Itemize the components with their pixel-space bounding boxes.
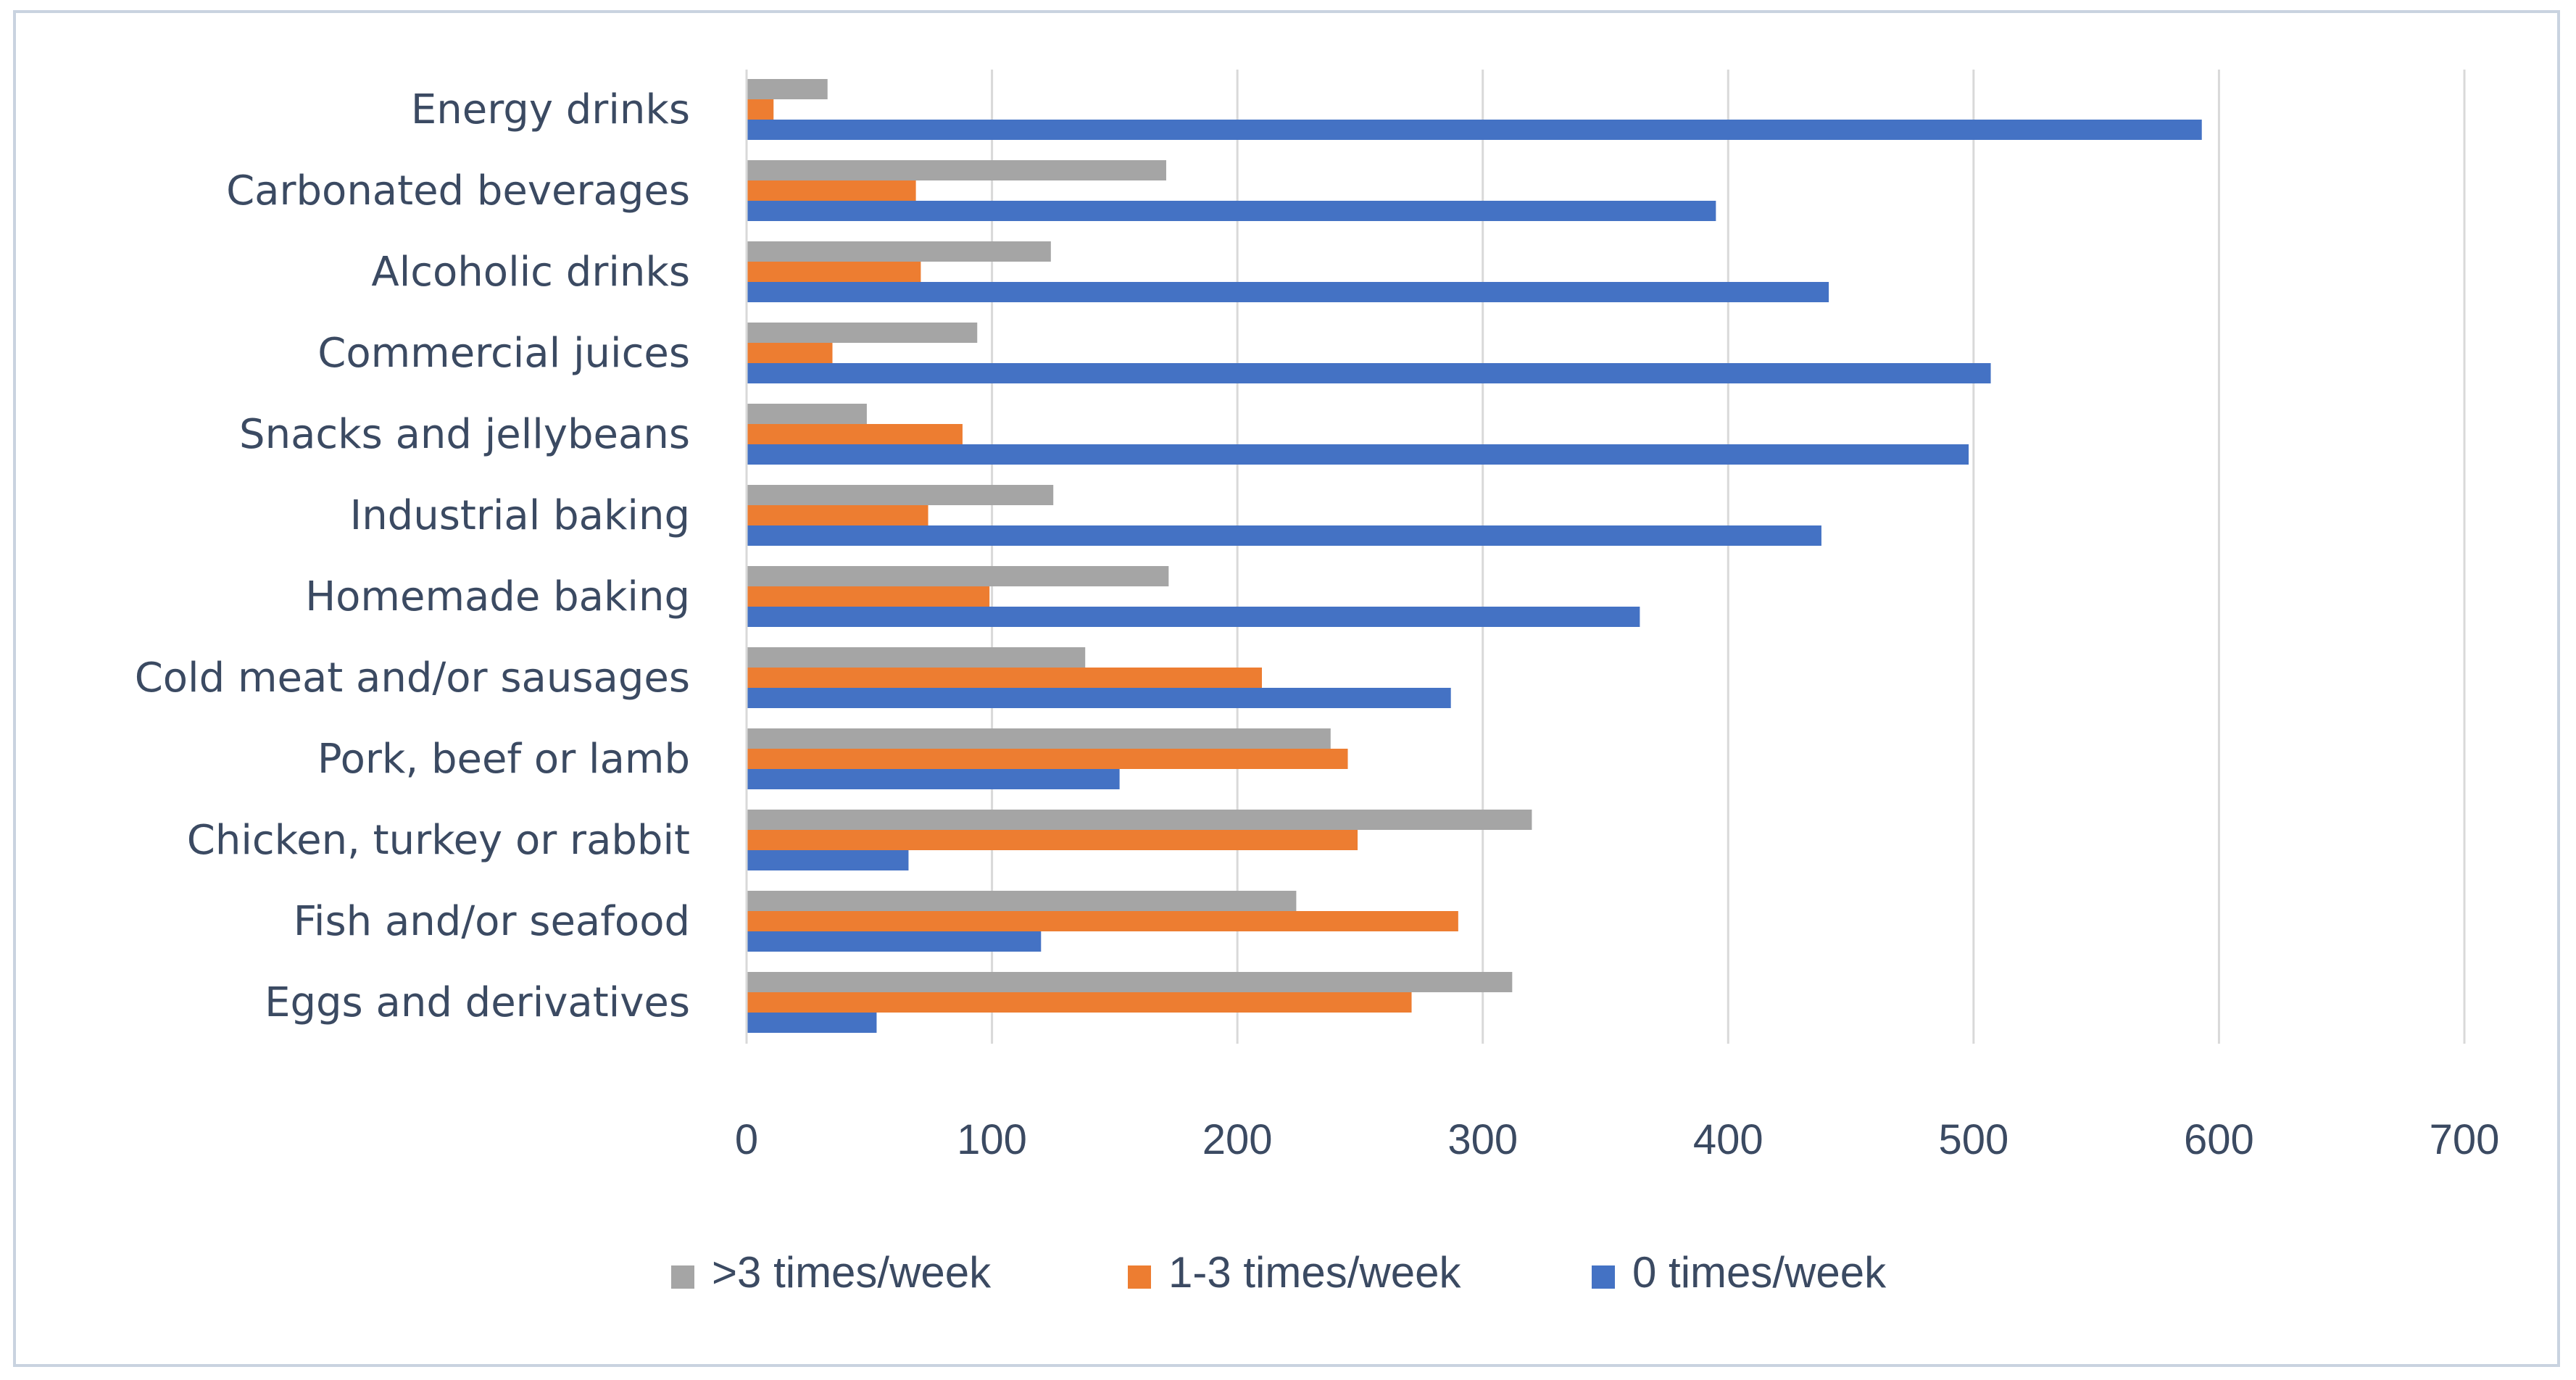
bar-3-10	[747, 282, 1829, 302]
bar-2-12	[747, 99, 774, 120]
category-label-5: Cold meat and/or sausages	[135, 654, 690, 702]
legend-label-2: 1-3 times/week	[1168, 1248, 1461, 1297]
bar-1-9	[747, 323, 978, 343]
bar-3-1	[747, 1013, 877, 1033]
category-label-9: Commercial juices	[317, 330, 690, 377]
bar-2-6	[747, 586, 990, 607]
bar-3-6	[747, 607, 1640, 627]
legend-swatch-3	[1592, 1265, 1615, 1289]
bar-1-6	[747, 566, 1169, 586]
category-label-4: Pork, beef or lamb	[317, 736, 690, 783]
bar-3-2	[747, 931, 1042, 952]
legend-label-1: >3 times/week	[712, 1248, 992, 1297]
category-label-6: Homemade baking	[305, 573, 690, 620]
bar-1-2	[747, 891, 1297, 911]
bar-2-9	[747, 343, 833, 363]
category-label-3: Chicken, turkey or rabbit	[187, 817, 690, 864]
bar-3-12	[747, 120, 2202, 140]
x-tick-label-100: 100	[957, 1116, 1027, 1163]
category-label-2: Fish and/or seafood	[294, 898, 690, 945]
bar-1-10	[747, 241, 1051, 262]
category-label-12: Energy drinks	[411, 86, 690, 133]
x-tick-labels: 0 100 200 300 400 500 600 700	[735, 1116, 2500, 1163]
bar-2-10	[747, 262, 921, 282]
bar-2-2	[747, 911, 1458, 931]
category-label-10: Alcoholic drinks	[371, 249, 690, 296]
bar-1-11	[747, 160, 1166, 180]
category-label-8: Snacks and jellybeans	[239, 411, 690, 458]
bar-1-8	[747, 404, 867, 424]
legend: >3 times/week 1-3 times/week 0 times/week	[671, 1248, 1887, 1297]
legend-swatch-1	[671, 1265, 694, 1289]
bar-2-5	[747, 668, 1262, 688]
category-label-11: Carbonated beverages	[226, 167, 690, 215]
bar-3-4	[747, 769, 1120, 789]
x-tick-label-600: 600	[2184, 1116, 2254, 1163]
bar-3-3	[747, 850, 909, 870]
bar-2-4	[747, 749, 1348, 769]
bar-3-11	[747, 201, 1716, 221]
bar-2-3	[747, 830, 1358, 850]
bar-1-1	[747, 972, 1513, 992]
bar-1-5	[747, 647, 1086, 668]
x-tick-label-700: 700	[2430, 1116, 2500, 1163]
bar-1-3	[747, 810, 1532, 830]
bar-2-7	[747, 505, 928, 525]
legend-swatch-2	[1128, 1265, 1151, 1289]
legend-label-3: 0 times/week	[1632, 1248, 1887, 1297]
x-tick-label-200: 200	[1202, 1116, 1273, 1163]
x-tick-label-500: 500	[1938, 1116, 2008, 1163]
gridlines	[991, 70, 2466, 1044]
x-tick-label-300: 300	[1447, 1116, 1518, 1163]
bar-1-12	[747, 79, 828, 99]
category-label-7: Industrial baking	[350, 492, 690, 539]
bar-3-8	[747, 444, 1969, 465]
bar-2-11	[747, 180, 916, 201]
bar-1-7	[747, 485, 1054, 505]
x-tick-label-0: 0	[735, 1116, 758, 1163]
category-label-1: Eggs and derivatives	[265, 979, 690, 1026]
category-labels: Eggs and derivatives Fish and/or seafood C…	[135, 86, 690, 1026]
bar-3-9	[747, 363, 1991, 383]
bar-2-1	[747, 992, 1412, 1013]
x-tick-label-400: 400	[1693, 1116, 1763, 1163]
bar-3-5	[747, 688, 1451, 708]
bar-1-4	[747, 728, 1331, 749]
bars	[747, 79, 2202, 1033]
bar-2-8	[747, 424, 963, 444]
bar-3-7	[747, 525, 1821, 546]
